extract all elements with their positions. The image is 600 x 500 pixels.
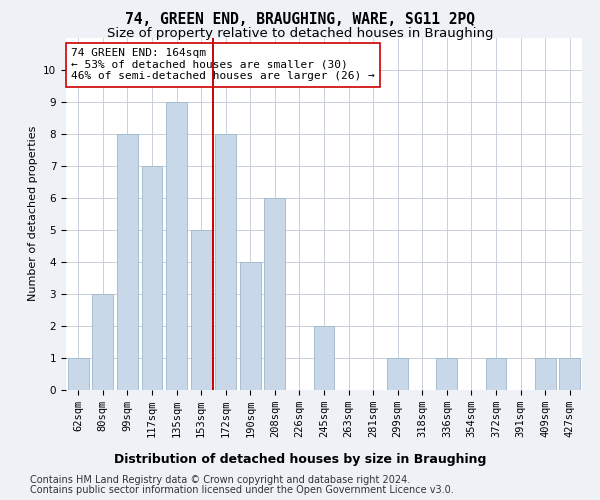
Text: 74 GREEN END: 164sqm
← 53% of detached houses are smaller (30)
46% of semi-detac: 74 GREEN END: 164sqm ← 53% of detached h… [71,48,375,82]
Bar [387,358,408,390]
Bar [436,358,457,390]
Bar [535,358,556,390]
Text: Distribution of detached houses by size in Braughing: Distribution of detached houses by size … [114,452,486,466]
Bar [559,358,580,390]
Y-axis label: Number of detached properties: Number of detached properties [28,126,38,302]
Bar [166,102,187,390]
Bar [265,198,286,390]
Bar [68,358,89,390]
Bar [215,134,236,390]
Bar [92,294,113,390]
Bar [485,358,506,390]
Bar [117,134,138,390]
Text: Size of property relative to detached houses in Braughing: Size of property relative to detached ho… [107,28,493,40]
Bar [314,326,334,390]
Bar [240,262,261,390]
Text: 74, GREEN END, BRAUGHING, WARE, SG11 2PQ: 74, GREEN END, BRAUGHING, WARE, SG11 2PQ [125,12,475,28]
Text: Contains public sector information licensed under the Open Government Licence v3: Contains public sector information licen… [30,485,454,495]
Bar [191,230,212,390]
Text: Contains HM Land Registry data © Crown copyright and database right 2024.: Contains HM Land Registry data © Crown c… [30,475,410,485]
Bar [142,166,163,390]
